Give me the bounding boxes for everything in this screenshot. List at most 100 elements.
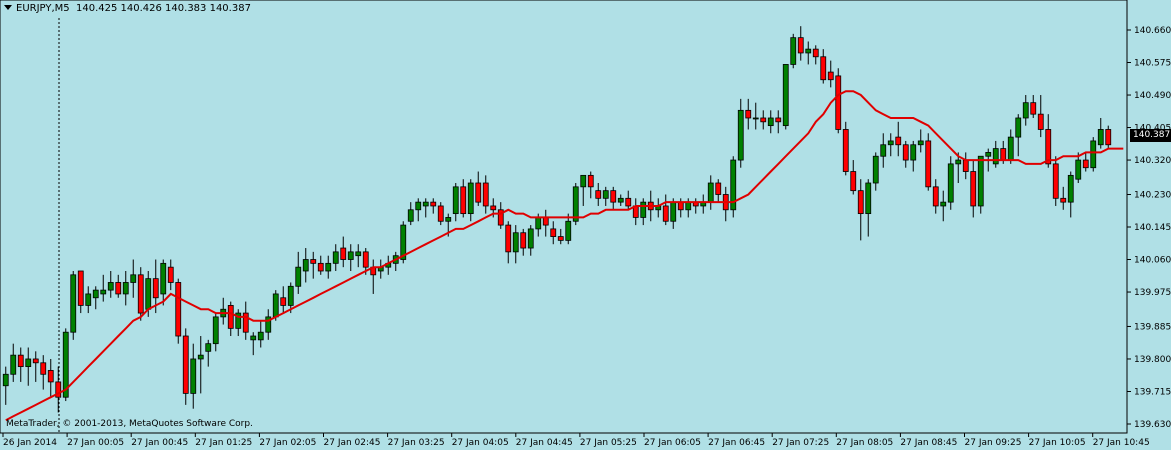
candle — [452, 183, 459, 222]
candle-body-bull — [347, 251, 354, 260]
candle — [580, 174, 587, 206]
time-axis: 26 Jan 2014 27 Jan 00:05 27 Jan 00:45 27 Ja… — [2, 433, 1150, 448]
candle — [850, 160, 857, 195]
candle-body-bear — [242, 312, 249, 333]
candle-body-bear — [760, 117, 767, 123]
candle-body-bear — [1037, 113, 1044, 130]
x-tick-label: 27 Jan 02:05 — [259, 438, 316, 448]
candle-body-bull — [1022, 102, 1029, 119]
candle-body-bear — [595, 190, 602, 199]
candle-body-bull — [1097, 129, 1104, 146]
candle — [122, 270, 129, 306]
y-tick-label: 140.660 — [1134, 26, 1171, 36]
candle — [302, 248, 309, 283]
price-axis: 140.660 140.575 140.490 140.405 140.320 140.2… — [1127, 26, 1171, 430]
candle — [602, 186, 609, 206]
candle — [460, 179, 467, 218]
candle-body-bull — [92, 289, 99, 299]
candle — [55, 366, 62, 413]
candle — [940, 190, 947, 222]
candle-body-bull — [422, 201, 429, 207]
x-tick-label: 27 Jan 03:25 — [388, 438, 445, 448]
candle — [340, 236, 347, 268]
y-tick-label: 140.145 — [1134, 223, 1171, 233]
candle — [640, 198, 647, 226]
candle — [745, 98, 752, 130]
candle-body-bear — [895, 136, 902, 146]
candle-body-bear — [167, 266, 174, 283]
candle-body-bull — [62, 331, 69, 398]
candle — [175, 278, 182, 344]
candle-body-bull — [235, 312, 242, 329]
candle — [257, 320, 264, 348]
candle-body-bear — [1105, 129, 1112, 146]
candle-body-bull — [197, 354, 204, 360]
candle-body-bull — [985, 152, 992, 157]
candle-body-bear — [482, 182, 489, 207]
candle-body-bull — [707, 182, 714, 203]
y-tick-label: 140.320 — [1134, 156, 1171, 166]
candle-body-bull — [332, 251, 339, 264]
x-tick-label: 27 Jan 04:05 — [452, 438, 509, 448]
candle — [152, 259, 159, 314]
y-tick-label: 139.800 — [1134, 355, 1171, 365]
candle — [797, 26, 804, 61]
candle-body-bull — [1067, 174, 1074, 203]
candle-body-bull — [100, 289, 107, 295]
candle — [130, 259, 137, 298]
candle — [505, 221, 512, 264]
candle — [482, 175, 489, 214]
candle — [430, 198, 437, 214]
y-tick-label: 140.405 — [1134, 124, 1171, 134]
candle-body-bear — [610, 190, 617, 203]
candle-body-bull — [805, 48, 812, 54]
candle-body-bear — [925, 140, 932, 188]
candle-body-bull — [295, 266, 302, 287]
candle — [835, 68, 842, 134]
candle-body-bull — [190, 358, 197, 394]
candle — [475, 171, 482, 206]
candle-body-bear — [47, 370, 54, 383]
candle-body-bull — [145, 278, 152, 310]
candle-body-bear — [662, 205, 669, 222]
candle — [437, 202, 444, 226]
candle-body-bull — [1007, 136, 1014, 161]
candle-body-bear — [32, 358, 39, 364]
candle — [32, 351, 39, 382]
x-tick-label: 27 Jan 04:45 — [516, 438, 573, 448]
candle-body-bull — [602, 190, 609, 199]
y-tick-label: 140.060 — [1134, 256, 1171, 266]
candle — [1090, 137, 1097, 172]
candle — [92, 286, 99, 310]
candle — [1045, 114, 1052, 168]
candle-body-bull — [887, 140, 894, 146]
candle-body-bear — [850, 171, 857, 192]
symbol-timeframe: EURJPY,M5 — [16, 3, 70, 14]
copyright-notice: MetaTrader, © 2001-2013, MetaQuotes Soft… — [6, 419, 253, 429]
candle-body-bear — [715, 182, 722, 195]
y-tick-label: 139.715 — [1134, 387, 1171, 397]
candle — [310, 251, 317, 279]
x-tick-label: 27 Jan 02:45 — [324, 438, 381, 448]
candle-body-bull — [527, 228, 534, 249]
chart-menu-triangle-icon[interactable] — [4, 5, 12, 10]
candle — [287, 282, 294, 314]
candle-body-bull — [640, 201, 647, 218]
candle-body-bear — [460, 186, 467, 215]
candle-body-bear — [820, 56, 827, 81]
candle-body-bear — [625, 197, 632, 207]
y-tick-label: 140.575 — [1134, 59, 1171, 69]
candle — [77, 270, 84, 314]
candle — [160, 259, 167, 306]
candle-body-bear — [317, 262, 324, 272]
candle-body-bull — [565, 220, 572, 241]
candle — [992, 140, 999, 168]
candle-body-bear — [827, 71, 834, 81]
candle-body-bull — [302, 259, 309, 272]
candle — [295, 251, 302, 294]
moving-average-line — [5, 90, 1124, 422]
moving-average-layer — [5, 90, 1124, 422]
